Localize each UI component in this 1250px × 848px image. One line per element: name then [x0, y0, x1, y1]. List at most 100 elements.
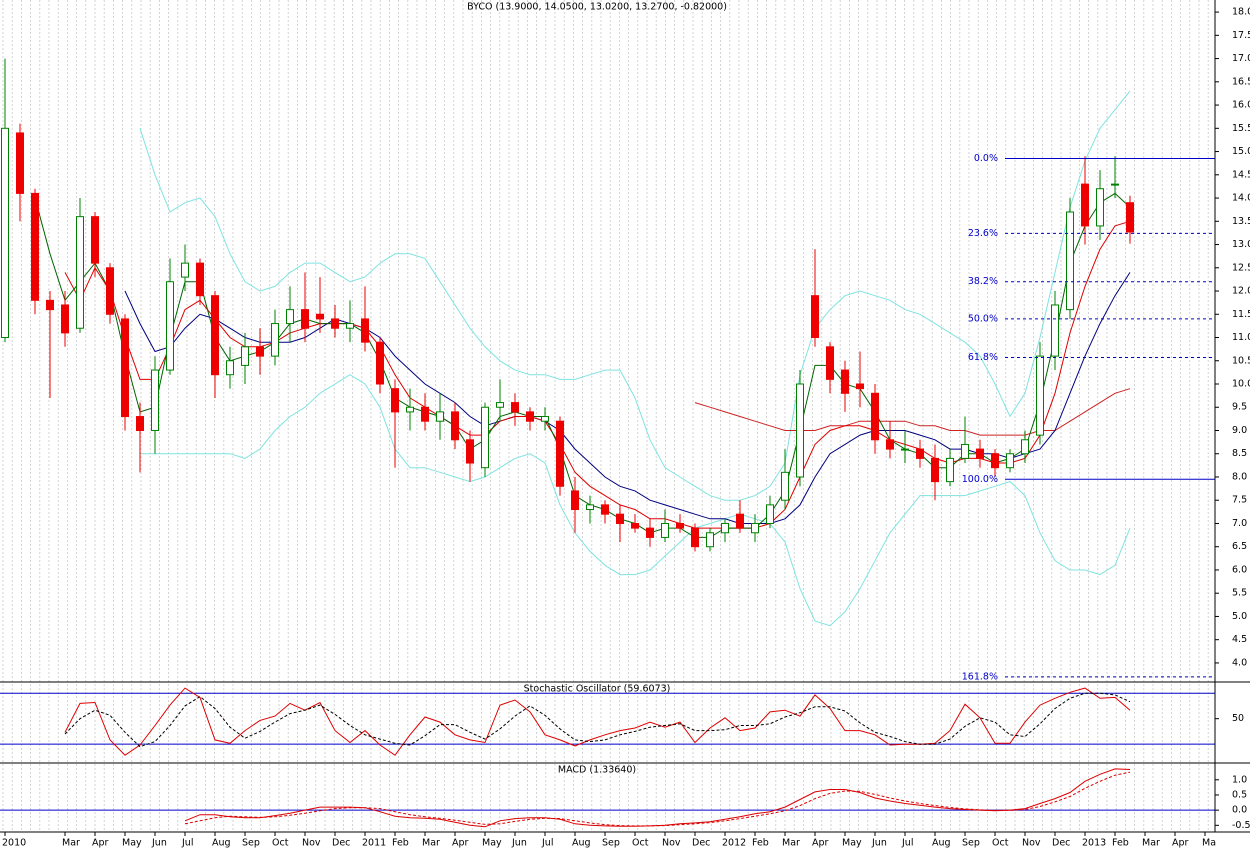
- x-tick-label: Dec: [332, 838, 350, 848]
- x-tick-label: Oct: [992, 838, 1009, 848]
- candle-body: [121, 318, 129, 418]
- candle-body: [1021, 439, 1029, 455]
- x-tick-label: Apr: [452, 838, 469, 848]
- x-tick-label: Apr: [1172, 838, 1189, 848]
- candle-body: [1036, 355, 1044, 436]
- x-tick-label: Aug: [212, 838, 231, 848]
- candle-body: [976, 448, 984, 459]
- y-tick-label: 17.5: [1232, 30, 1250, 41]
- candle-body: [931, 457, 939, 483]
- indicator-line: [64, 692, 1131, 748]
- candle-body: [496, 402, 504, 408]
- x-tick-label: Mar: [1142, 838, 1160, 848]
- candle-body: [571, 490, 579, 511]
- x-tick-label: Dec: [1052, 838, 1070, 848]
- candle-body: [1066, 211, 1074, 311]
- x-tick-label: 2013: [1082, 838, 1106, 848]
- x-tick-label: Apr: [92, 838, 109, 848]
- panel-title: Stochastic Oscillator (59.6073): [524, 684, 671, 695]
- x-tick-label: Jul: [541, 838, 553, 848]
- y-tick-label: 5.5: [1232, 588, 1247, 599]
- panel: [0, 768, 1215, 828]
- candle-body: [106, 267, 114, 315]
- x-tick-label: Nov: [1022, 838, 1041, 848]
- x-tick-label: Jun: [151, 838, 167, 848]
- x-tick-label: Jul: [901, 838, 913, 848]
- y-tick-label: 14.0: [1232, 193, 1250, 204]
- candle-body: [946, 457, 954, 483]
- candle-body: [841, 369, 849, 394]
- x-tick-label: Feb: [752, 838, 769, 848]
- y-tick-label: 15.0: [1232, 146, 1250, 157]
- y-tick-label: 16.0: [1232, 100, 1250, 111]
- x-tick-label: Ma: [1202, 838, 1216, 848]
- candle-body: [61, 304, 69, 334]
- y-tick-label: 8.5: [1232, 448, 1247, 459]
- candle-body: [211, 295, 219, 376]
- candle-body: [826, 346, 834, 380]
- candle-body: [616, 513, 624, 524]
- x-tick-label: Mar: [422, 838, 440, 848]
- x-tick-label: Nov: [662, 838, 681, 848]
- candle-body: [661, 522, 669, 538]
- y-tick-label: 17.0: [1232, 53, 1250, 64]
- candle-body: [226, 360, 234, 376]
- x-tick-label: Aug: [932, 838, 951, 848]
- candle-body: [451, 411, 459, 441]
- y-tick-label: 9.0: [1232, 425, 1247, 436]
- x-tick-label: 2010: [2, 838, 26, 848]
- indicator-line: [64, 687, 1131, 756]
- candle-body: [361, 318, 369, 343]
- y-tick-label: 7.5: [1232, 495, 1247, 506]
- y-tick-label: 18.0: [1232, 7, 1250, 18]
- panel: [0, 687, 1215, 756]
- candle-body: [646, 527, 654, 538]
- candle-body: [556, 420, 564, 487]
- candle-body: [736, 513, 744, 529]
- candle-body: [796, 383, 804, 478]
- candle-body: [586, 504, 594, 511]
- candle-body: [196, 262, 204, 297]
- candle-body: [1, 127, 9, 339]
- y-tick-label: 12.0: [1232, 286, 1250, 297]
- candle-body: [76, 216, 84, 329]
- candle-body: [766, 504, 774, 524]
- y-tick-label: 10.0: [1232, 379, 1250, 390]
- x-tick-label: 2012: [722, 838, 746, 848]
- panel: 0.0% 23.6% 38.2% 50.0% 61.8% 100.0% 161.8%: [1, 58, 1215, 682]
- fib-label: 161.8%: [962, 671, 998, 682]
- candle-body: [376, 341, 384, 385]
- candle-body: [991, 453, 999, 469]
- candle-body: [691, 527, 699, 548]
- y-tick-label: 50: [1232, 713, 1244, 724]
- x-tick-label: Dec: [692, 838, 710, 848]
- y-tick-label: 4.5: [1232, 634, 1247, 645]
- y-tick-label: 13.0: [1232, 239, 1250, 250]
- fib-label: 100.0%: [962, 474, 998, 485]
- candle-body: [316, 313, 324, 320]
- candle-body: [706, 532, 714, 548]
- candle-body: [541, 416, 549, 422]
- x-tick-label: May: [842, 838, 862, 848]
- x-tick-label: Jun: [511, 838, 527, 848]
- candle-body: [901, 448, 909, 451]
- x-tick-label: Apr: [812, 838, 829, 848]
- candle-body: [91, 216, 99, 264]
- fib-label: 38.2%: [968, 276, 998, 287]
- overlay-line: [139, 90, 1131, 501]
- x-tick-label: Jul: [181, 838, 193, 848]
- y-tick-label: 1.0: [1232, 774, 1247, 785]
- x-tick-label: Mar: [782, 838, 800, 848]
- candle-body: [916, 448, 924, 459]
- candle-body: [421, 406, 429, 422]
- y-tick-label: 8.0: [1232, 471, 1247, 482]
- fib-label: 50.0%: [968, 313, 998, 324]
- candle-body: [781, 471, 789, 501]
- candle-body: [166, 281, 174, 371]
- candle-body: [16, 132, 24, 194]
- x-tick-label: Sep: [242, 838, 260, 848]
- candle-body: [286, 309, 294, 325]
- candle-body: [511, 402, 519, 413]
- x-tick-label: Feb: [392, 838, 409, 848]
